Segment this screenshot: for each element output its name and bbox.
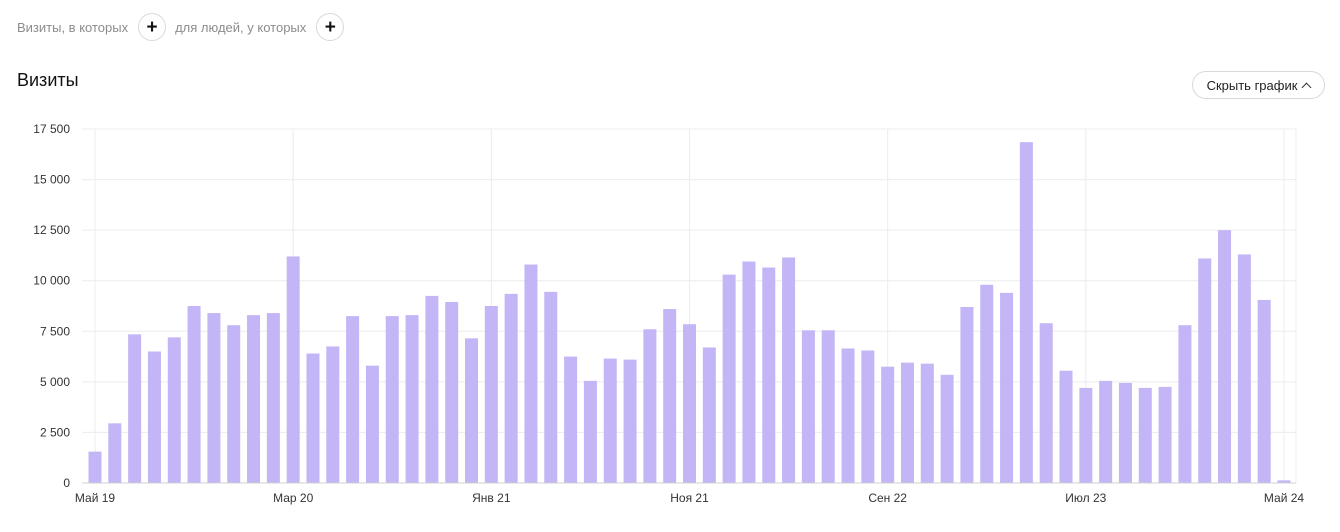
bar[interactable]: [940, 374, 954, 483]
bar[interactable]: [167, 337, 181, 483]
bar[interactable]: [88, 451, 102, 483]
bar[interactable]: [227, 325, 241, 483]
y-tick-label: 10 000: [33, 274, 70, 288]
bar[interactable]: [1218, 230, 1232, 483]
y-tick-label: 0: [63, 476, 70, 490]
x-tick-label: Май 24: [1264, 491, 1305, 505]
x-tick-label: Май 19: [75, 491, 116, 505]
bar[interactable]: [623, 359, 637, 483]
plus-icon: +: [146, 16, 158, 38]
bar[interactable]: [782, 257, 796, 483]
bar[interactable]: [881, 366, 895, 483]
bar[interactable]: [683, 324, 696, 483]
bar[interactable]: [544, 291, 558, 483]
bar[interactable]: [861, 350, 875, 483]
bar[interactable]: [1277, 480, 1291, 483]
x-tick-label: Ноя 21: [670, 491, 709, 505]
bar[interactable]: [147, 351, 161, 483]
hide-chart-label: Скрыть график: [1206, 77, 1298, 93]
bar[interactable]: [1237, 254, 1251, 483]
bar[interactable]: [1039, 323, 1053, 483]
bar[interactable]: [286, 256, 300, 483]
x-tick-label: Янв 21: [472, 491, 511, 505]
bar[interactable]: [445, 301, 459, 483]
bar[interactable]: [1019, 142, 1033, 484]
bar[interactable]: [1158, 386, 1172, 483]
x-tick-label: Сен 22: [868, 491, 907, 505]
bar[interactable]: [1079, 387, 1093, 483]
bar[interactable]: [920, 363, 934, 483]
bar[interactable]: [643, 329, 657, 483]
y-tick-label: 12 500: [33, 223, 70, 237]
bar[interactable]: [702, 347, 716, 483]
add-people-condition-button[interactable]: +: [316, 13, 345, 41]
bar[interactable]: [128, 334, 142, 483]
add-visit-condition-button[interactable]: +: [138, 13, 167, 41]
bar[interactable]: [385, 316, 399, 483]
chart-axes: 0 2 500 5 000 7 500 10 000 12 500 15 000 17 500…: [33, 122, 1304, 505]
bar[interactable]: [365, 365, 379, 483]
bar[interactable]: [405, 315, 419, 483]
bar[interactable]: [1178, 325, 1192, 483]
bar[interactable]: [1118, 382, 1132, 483]
bar[interactable]: [306, 353, 320, 483]
bar[interactable]: [841, 348, 855, 483]
bar[interactable]: [1138, 387, 1152, 483]
y-tick-label: 2 500: [40, 425, 70, 439]
bar[interactable]: [742, 261, 756, 483]
y-tick-label: 17 500: [33, 122, 70, 136]
bar[interactable]: [524, 264, 538, 483]
bar[interactable]: [821, 330, 835, 483]
x-tick-label: Июл 23: [1065, 491, 1106, 505]
bar[interactable]: [207, 313, 221, 483]
bar[interactable]: [465, 338, 479, 483]
bar[interactable]: [1099, 380, 1113, 483]
bar[interactable]: [484, 306, 498, 483]
bar[interactable]: [1257, 299, 1271, 483]
bar[interactable]: [583, 380, 597, 483]
bar[interactable]: [504, 293, 518, 483]
bar[interactable]: [762, 267, 776, 483]
bar[interactable]: [564, 356, 578, 483]
bar[interactable]: [1000, 292, 1014, 483]
bar[interactable]: [900, 362, 914, 483]
bar[interactable]: [801, 330, 815, 483]
bar[interactable]: [425, 295, 439, 483]
filter-label-visits: Визиты, в которых: [17, 19, 129, 35]
bar[interactable]: [326, 346, 340, 483]
y-tick-label: 5 000: [40, 375, 70, 389]
bar[interactable]: [1059, 370, 1073, 483]
page-title: Визиты: [17, 70, 79, 90]
bar[interactable]: [108, 423, 122, 483]
y-tick-label: 15 000: [33, 173, 70, 187]
bar[interactable]: [187, 306, 201, 483]
hide-chart-button[interactable]: Скрыть график: [1192, 71, 1325, 99]
chart-bars: [88, 142, 1291, 484]
bar[interactable]: [603, 358, 617, 483]
filter-label-people: для людей, у которых: [175, 19, 307, 35]
bar[interactable]: [980, 284, 994, 483]
plus-icon: +: [324, 16, 336, 38]
bar[interactable]: [1198, 258, 1212, 483]
bar[interactable]: [247, 315, 261, 483]
bar[interactable]: [960, 307, 974, 483]
bar[interactable]: [663, 309, 677, 483]
bar[interactable]: [266, 313, 280, 483]
bar[interactable]: [346, 316, 360, 483]
segment-filters: Визиты, в которых + для людей, у которых…: [17, 12, 353, 42]
x-tick-label: Мар 20: [273, 491, 313, 505]
bar[interactable]: [722, 274, 736, 483]
y-tick-label: 7 500: [40, 324, 70, 338]
